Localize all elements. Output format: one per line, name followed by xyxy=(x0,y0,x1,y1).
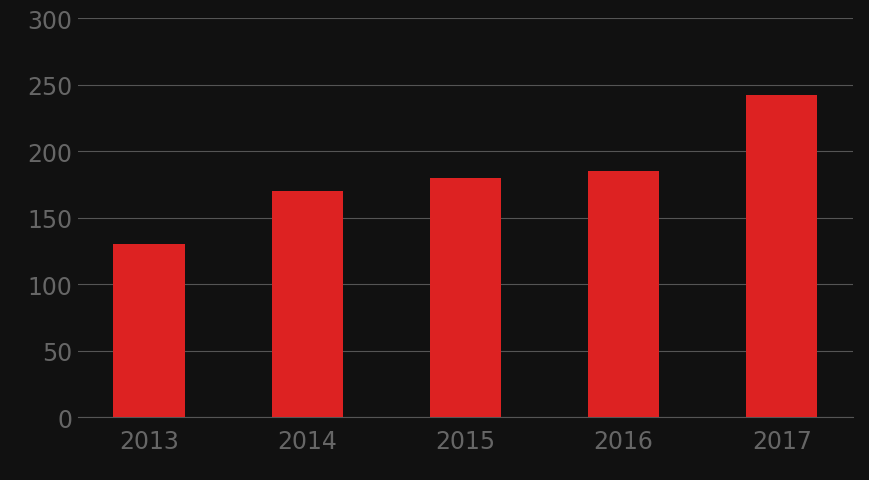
Bar xyxy=(746,96,817,418)
Bar xyxy=(113,245,184,418)
Bar xyxy=(587,172,659,418)
Bar xyxy=(271,192,342,418)
Bar xyxy=(429,179,501,418)
